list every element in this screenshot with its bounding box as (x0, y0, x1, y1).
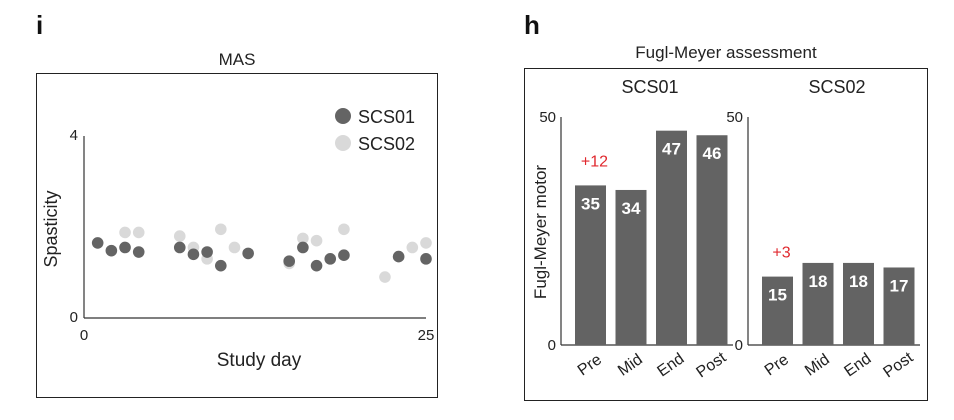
mas-y-tick-label: 0 (70, 309, 78, 326)
mas-data-point (173, 241, 186, 254)
mas-legend-marker (335, 108, 351, 124)
fugl-meyer-y-tick-label: 0 (735, 337, 743, 354)
fugl-meyer-bar-value: 47 (662, 140, 681, 159)
fugl-meyer-bar-value: 46 (703, 144, 722, 163)
mas-y-tick-label: 4 (70, 127, 78, 144)
mas-data-point (228, 241, 241, 254)
mas-data-point (406, 241, 419, 254)
fugl-meyer-bar (883, 267, 915, 345)
mas-x-tick-label: 0 (80, 327, 88, 344)
fugl-meyer-chart-title: Fugl-Meyer assessment (635, 43, 817, 62)
mas-data-point (392, 250, 405, 263)
mas-data-point (420, 237, 432, 249)
mas-data-point (283, 255, 296, 267)
fugl-meyer-change-annotation: +3 (772, 245, 790, 262)
fugl-meyer-bar (656, 130, 687, 345)
mas-legend-marker (335, 135, 351, 151)
mas-data-point (215, 259, 227, 272)
fugl-meyer-bar-value: 34 (622, 199, 641, 218)
mas-legend-label: SCS02 (358, 134, 415, 154)
panel-letter-h: h (524, 10, 540, 40)
fugl-meyer-y-tick-label: 0 (548, 337, 556, 354)
mas-chart-title: MAS (218, 50, 256, 69)
mas-data-point (215, 223, 227, 236)
mas-data-point (242, 247, 254, 260)
fugl-meyer-category-label: End (841, 350, 874, 380)
fugl-meyer-bar (802, 262, 834, 345)
fugl-meyer-change-annotation: +12 (581, 153, 608, 170)
fugl-meyer-category-label: Post (693, 349, 729, 382)
mas-legend-label: SCS01 (358, 107, 415, 127)
mas-data-point (91, 237, 104, 249)
fugl-meyer-category-label: End (654, 350, 687, 380)
fugl-meyer-bar (615, 189, 647, 345)
fugl-meyer-group-label: SCS02 (808, 77, 865, 97)
panel-letter-i: i (36, 10, 44, 40)
fugl-meyer-bar (575, 185, 606, 345)
mas-x-axis-label: Study day (217, 350, 302, 371)
mas-y-axis-label: Spasticity (41, 190, 61, 267)
mas-data-point (132, 246, 145, 258)
mas-x-tick-label: 25 (418, 327, 435, 344)
mas-data-point (297, 241, 309, 254)
mas-data-point (119, 241, 131, 254)
mas-data-point (132, 226, 145, 239)
fugl-meyer-bar (843, 262, 874, 345)
fugl-meyer-bar (762, 276, 793, 345)
fugl-meyer-bar-value: 18 (849, 272, 868, 291)
fugl-meyer-bar-value: 17 (890, 276, 909, 295)
fugl-meyer-category-label: Post (880, 349, 916, 382)
mas-data-point (173, 230, 186, 242)
fugl-meyer-bar-value: 35 (581, 194, 600, 213)
fugl-meyer-bar-value: 15 (768, 286, 787, 305)
mas-data-point (310, 234, 323, 247)
mas-data-point (338, 249, 350, 262)
mas-data-point (338, 223, 350, 236)
fugl-meyer-group-label: SCS01 (621, 77, 678, 97)
fugl-meyer-category-label: Mid (802, 351, 833, 380)
fugl-meyer-bar-value: 18 (809, 272, 828, 291)
mas-data-point (310, 259, 323, 272)
mas-data-point (420, 253, 432, 265)
fugl-meyer-y-tick-label: 50 (539, 109, 556, 126)
mas-data-point (119, 226, 131, 239)
mas-chart-frame (36, 73, 438, 398)
mas-data-point (105, 244, 118, 257)
mas-data-point (297, 232, 309, 245)
mas-data-point (324, 253, 337, 265)
mas-data-point (201, 246, 213, 258)
fugl-meyer-y-axis-label: Fugl-Meyer motor (531, 165, 550, 299)
fugl-meyer-chart-frame (524, 68, 928, 401)
fugl-meyer-category-label: Pre (762, 351, 792, 379)
fugl-meyer-category-label: Mid (615, 351, 646, 380)
fugl-meyer-y-tick-label: 50 (726, 109, 743, 126)
mas-data-point (379, 271, 391, 283)
fugl-meyer-category-label: Pre (575, 351, 605, 379)
mas-data-point (187, 248, 200, 261)
fugl-meyer-bar (696, 135, 728, 345)
